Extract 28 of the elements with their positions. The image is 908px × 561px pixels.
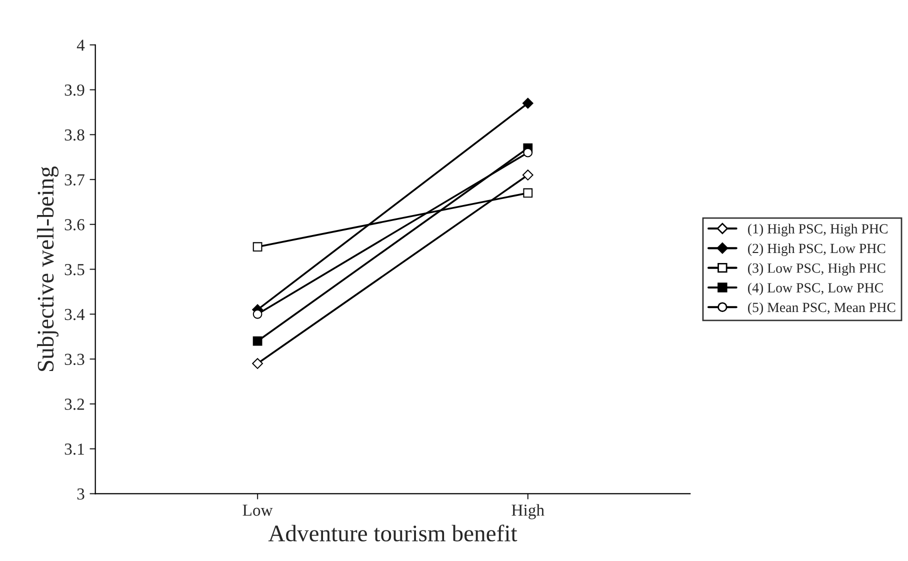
y-tick-label: 3.1 (64, 444, 84, 455)
x-tick-label: Low (242, 504, 273, 516)
legend-label: (4) Low PSC, Low PHC (748, 282, 883, 296)
x-axis-title: Adventure tourism benefit (268, 524, 518, 542)
y-tick-label: 4 (76, 40, 85, 51)
y-tick-label: 3.8 (64, 129, 84, 141)
y-axis-title: Subjective well-being (37, 166, 59, 371)
y-tick-label: 3.9 (64, 84, 84, 96)
y-tick-label: 3.3 (64, 354, 84, 366)
point (522, 170, 534, 180)
y-tick-label: 3 (77, 488, 84, 500)
point (252, 242, 262, 252)
y-tick-label: 3.7 (64, 174, 84, 186)
y-tick-label: 3.4 (64, 308, 85, 320)
legend-label: (1) High PSC, High PHC (748, 224, 888, 236)
legend-label: (2) High PSC, Low PHC (748, 243, 886, 256)
y-tick-label: 3.5 (64, 264, 84, 276)
point (522, 98, 534, 109)
point (523, 188, 533, 198)
point (252, 358, 263, 369)
legend-label: (5) Mean PSC, Mean PHC (748, 302, 896, 315)
y-tick-label: 3.6 (64, 219, 84, 230)
point (252, 336, 262, 346)
point (523, 148, 533, 158)
y-tick-label: 3.2 (64, 398, 84, 410)
x-tick-label: High (512, 504, 544, 520)
point (252, 309, 262, 319)
legend-label: (3) Low PSC, High PHC (748, 263, 886, 276)
